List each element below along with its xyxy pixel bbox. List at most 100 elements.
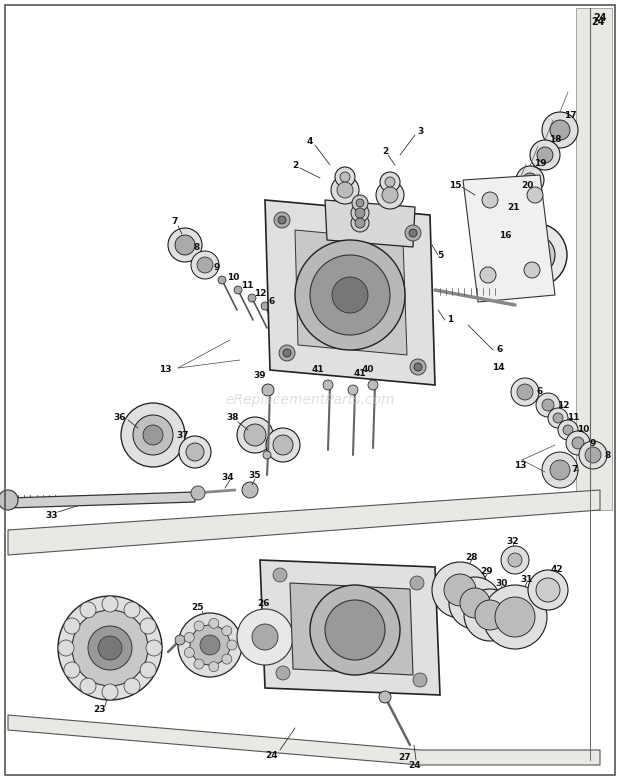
Text: 37: 37 xyxy=(177,431,189,439)
Circle shape xyxy=(500,184,536,220)
Circle shape xyxy=(276,666,290,680)
Circle shape xyxy=(244,424,266,446)
Polygon shape xyxy=(576,8,612,510)
Circle shape xyxy=(121,403,185,467)
Polygon shape xyxy=(325,200,415,247)
Circle shape xyxy=(524,262,540,278)
Text: 6: 6 xyxy=(497,346,503,354)
Text: 3: 3 xyxy=(417,127,423,136)
Circle shape xyxy=(515,235,555,275)
Circle shape xyxy=(530,140,560,170)
Circle shape xyxy=(140,618,156,634)
Circle shape xyxy=(536,393,560,417)
Circle shape xyxy=(585,447,601,463)
Circle shape xyxy=(491,206,519,234)
Circle shape xyxy=(227,640,237,650)
Circle shape xyxy=(234,286,242,294)
Circle shape xyxy=(242,482,258,498)
Circle shape xyxy=(102,596,118,612)
Circle shape xyxy=(355,208,365,218)
Circle shape xyxy=(340,172,350,182)
Circle shape xyxy=(58,596,162,700)
Circle shape xyxy=(175,635,185,645)
Circle shape xyxy=(331,176,359,204)
Circle shape xyxy=(178,613,242,677)
Circle shape xyxy=(80,602,96,618)
Circle shape xyxy=(537,147,553,163)
Circle shape xyxy=(175,235,195,255)
Circle shape xyxy=(191,486,205,500)
Text: 40: 40 xyxy=(361,366,374,374)
Circle shape xyxy=(542,112,578,148)
Text: eReplacementParts.com: eReplacementParts.com xyxy=(225,393,395,407)
Text: 13: 13 xyxy=(514,460,526,470)
Circle shape xyxy=(550,460,570,480)
Circle shape xyxy=(102,684,118,700)
Circle shape xyxy=(168,228,202,262)
Circle shape xyxy=(237,417,273,453)
Polygon shape xyxy=(290,583,413,675)
Text: 11: 11 xyxy=(567,413,579,423)
Circle shape xyxy=(337,182,353,198)
Circle shape xyxy=(460,588,490,618)
Circle shape xyxy=(352,195,368,211)
Circle shape xyxy=(482,192,498,208)
Circle shape xyxy=(194,659,204,669)
Polygon shape xyxy=(8,715,600,765)
Circle shape xyxy=(279,345,295,361)
Circle shape xyxy=(279,312,291,324)
Circle shape xyxy=(252,624,278,650)
Circle shape xyxy=(355,218,365,228)
Circle shape xyxy=(0,490,18,510)
Text: 31: 31 xyxy=(521,576,533,584)
Text: 2: 2 xyxy=(292,161,298,169)
Text: 10: 10 xyxy=(227,274,239,282)
Circle shape xyxy=(579,441,607,469)
Circle shape xyxy=(348,385,358,395)
Text: 6: 6 xyxy=(269,297,275,307)
Circle shape xyxy=(379,691,391,703)
Circle shape xyxy=(273,306,297,330)
Circle shape xyxy=(413,673,427,687)
Circle shape xyxy=(323,380,333,390)
Text: 24: 24 xyxy=(409,760,422,770)
Circle shape xyxy=(80,678,96,694)
Circle shape xyxy=(444,574,476,606)
Text: 5: 5 xyxy=(437,250,443,260)
Circle shape xyxy=(273,568,287,582)
Circle shape xyxy=(495,597,535,637)
Circle shape xyxy=(186,443,204,461)
Text: 11: 11 xyxy=(241,282,253,290)
Text: 1: 1 xyxy=(447,315,453,324)
Text: 8: 8 xyxy=(605,451,611,459)
Circle shape xyxy=(558,420,578,440)
Circle shape xyxy=(508,192,528,212)
Circle shape xyxy=(310,255,390,335)
Circle shape xyxy=(410,576,424,590)
Text: 19: 19 xyxy=(534,158,546,168)
Circle shape xyxy=(503,223,567,287)
Circle shape xyxy=(190,625,230,665)
Circle shape xyxy=(184,633,194,643)
Circle shape xyxy=(325,600,385,660)
Circle shape xyxy=(525,245,545,265)
Circle shape xyxy=(124,678,140,694)
Circle shape xyxy=(523,173,537,187)
Circle shape xyxy=(261,302,269,310)
Circle shape xyxy=(273,435,293,455)
Polygon shape xyxy=(260,560,440,695)
Circle shape xyxy=(409,229,417,237)
Circle shape xyxy=(200,635,220,655)
Text: 34: 34 xyxy=(222,473,234,481)
Text: 16: 16 xyxy=(498,231,511,239)
Text: 41: 41 xyxy=(312,366,324,374)
Text: 29: 29 xyxy=(480,568,494,576)
Text: 24: 24 xyxy=(591,17,604,27)
Text: 12: 12 xyxy=(557,400,569,410)
Circle shape xyxy=(146,640,162,656)
Circle shape xyxy=(483,585,547,649)
Circle shape xyxy=(550,120,570,140)
Text: 4: 4 xyxy=(307,137,313,147)
Circle shape xyxy=(209,661,219,672)
Circle shape xyxy=(449,577,501,629)
